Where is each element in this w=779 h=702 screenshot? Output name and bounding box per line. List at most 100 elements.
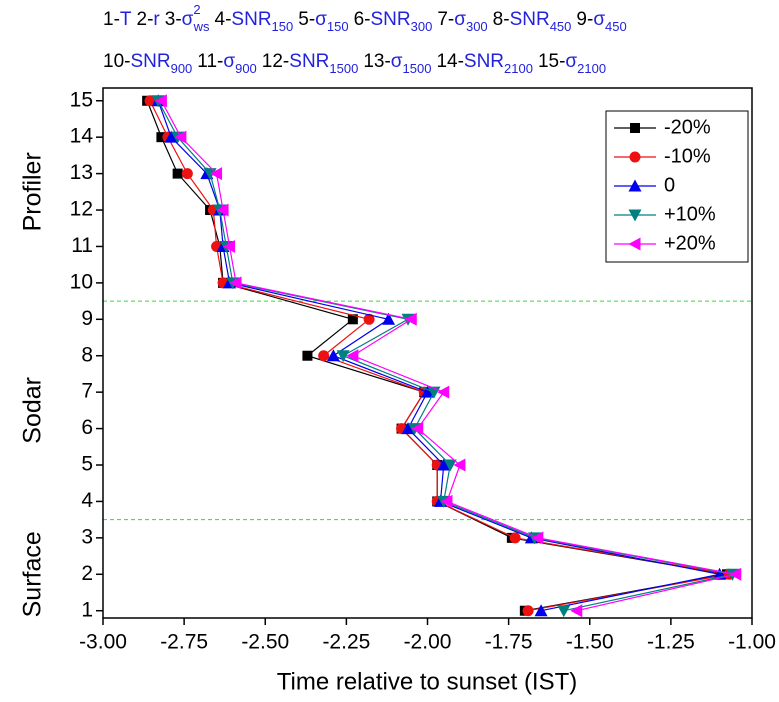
y-tick-label: 6 <box>81 416 93 439</box>
marker <box>181 168 193 180</box>
header-name: σ <box>223 51 235 72</box>
marker <box>326 349 340 362</box>
legend-marker <box>628 209 642 222</box>
header-name: σ <box>391 51 403 72</box>
header-name: SNR <box>371 9 411 30</box>
header-prefix: 8- <box>493 9 510 30</box>
x-tick-label: -2.00 <box>404 631 452 654</box>
legend-marker <box>628 179 642 192</box>
header-sub: 450 <box>550 19 572 34</box>
y-tick-label: 8 <box>81 343 93 366</box>
marker <box>531 531 544 545</box>
legend-marker <box>630 123 640 133</box>
header-name: SNR <box>130 51 170 72</box>
marker <box>453 458 466 472</box>
header-prefix: 6- <box>354 9 371 30</box>
header-sub: 150 <box>327 19 349 34</box>
header-prefix: 9- <box>576 9 593 30</box>
y-tick-label: 9 <box>81 307 93 330</box>
marker <box>318 350 330 362</box>
marker <box>522 605 534 617</box>
header-name: SNR <box>231 9 271 30</box>
marker <box>363 313 375 325</box>
header-name: SNR <box>510 9 550 30</box>
header-sub: 900 <box>235 61 257 76</box>
header-prefix: 7- <box>437 9 454 30</box>
header-name: SNR <box>289 51 329 72</box>
marker <box>443 459 457 472</box>
x-tick-label: -2.50 <box>241 631 289 654</box>
header-prefix: 3- <box>165 9 182 30</box>
marker <box>437 385 450 399</box>
header-sub: 2100 <box>504 61 533 76</box>
header-name: σ <box>315 9 327 30</box>
header-prefix: 1- <box>103 9 120 30</box>
header-sub: 1500 <box>329 61 358 76</box>
y-tick-label: 5 <box>81 453 93 476</box>
legend-label: +10% <box>664 203 716 225</box>
x-tick-label: -1.00 <box>728 631 776 654</box>
marker <box>174 130 187 144</box>
header-prefix: 13- <box>363 51 390 72</box>
header-sub: 150 <box>272 19 294 34</box>
header-name: T <box>120 9 132 30</box>
legend-label: -20% <box>664 116 711 138</box>
header-name: σ <box>182 9 194 30</box>
marker <box>172 168 183 179</box>
x-tick-label: -2.25 <box>322 631 370 654</box>
header-prefix: 11- <box>197 51 223 72</box>
x-tick-label: -2.75 <box>160 631 208 654</box>
marker <box>570 604 583 618</box>
marker <box>437 458 451 471</box>
marker <box>210 167 223 181</box>
marker <box>411 422 424 436</box>
marker <box>401 422 415 435</box>
marker <box>421 385 434 398</box>
header-name: r <box>153 9 160 30</box>
header-prefix: 15- <box>538 51 565 72</box>
marker <box>347 314 358 325</box>
header-name: σ <box>565 51 577 72</box>
legend-marker <box>629 151 641 163</box>
x-tick-label: -3.00 <box>79 631 127 654</box>
marker <box>534 604 548 617</box>
x-tick-label: -1.75 <box>485 631 533 654</box>
marker <box>382 312 396 325</box>
x-axis-title: Time relative to sunset (IST) <box>277 668 578 695</box>
marker <box>154 94 167 108</box>
header-prefix: 12- <box>262 51 289 72</box>
header-sub: 2100 <box>577 61 606 76</box>
header-sub: 450 <box>605 19 627 34</box>
marker <box>216 203 229 217</box>
y-tick-label: 14 <box>70 125 94 148</box>
region-label: Surface <box>19 531 47 617</box>
header-name: σ <box>454 9 466 30</box>
legend-label: +20% <box>664 232 716 254</box>
header-row: 10-SNR900​11-σ900​12-SNR1500​13-σ1500​14… <box>103 51 606 76</box>
marker <box>404 312 417 326</box>
header-prefix: 10- <box>103 51 130 72</box>
legend-marker <box>628 237 641 251</box>
header-prefix: 2- <box>137 9 154 30</box>
header-sub: ws <box>193 19 210 34</box>
header-name: σ <box>593 9 605 30</box>
y-tick-label: 13 <box>70 161 93 184</box>
marker <box>164 130 178 143</box>
legend-label: -10% <box>664 145 711 167</box>
header-sub: 900 <box>171 61 193 76</box>
header-name: SNR <box>464 51 504 72</box>
marker <box>346 349 359 363</box>
marker <box>229 276 242 290</box>
marker <box>336 350 350 363</box>
header-sup: 2 <box>193 2 200 17</box>
x-tick-label: -1.25 <box>647 631 695 654</box>
y-tick-label: 1 <box>81 598 93 621</box>
marker <box>302 350 313 361</box>
header-sub: 300 <box>411 19 433 34</box>
y-tick-label: 15 <box>70 88 93 111</box>
header-row: 1-T2-r3-σ2ws​4-SNR150​5-σ150​6-SNR300​7-… <box>103 2 627 34</box>
region-label: Sodar <box>19 377 47 444</box>
y-tick-label: 3 <box>81 525 93 548</box>
header-prefix: 5- <box>298 9 315 30</box>
